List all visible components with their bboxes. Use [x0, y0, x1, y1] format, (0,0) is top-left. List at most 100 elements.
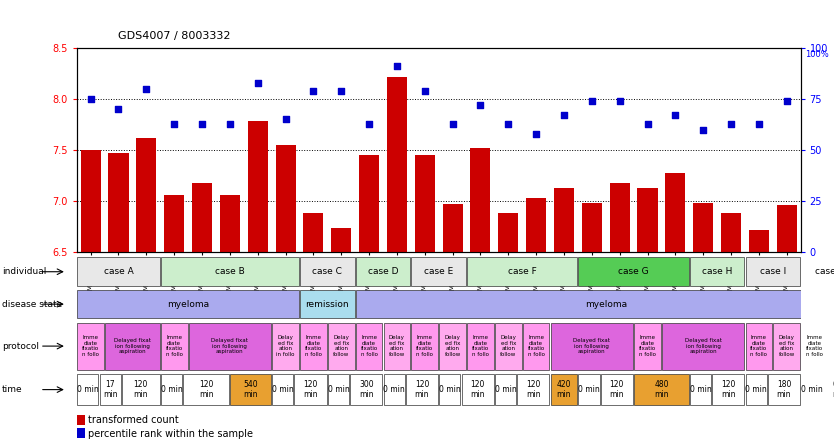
Text: Delayed fixat
ion following
aspiration: Delayed fixat ion following aspiration [212, 338, 249, 354]
Point [585, 98, 599, 105]
Point [501, 120, 515, 127]
Text: GDS4007 / 8003332: GDS4007 / 8003332 [118, 31, 231, 41]
Text: Delay
ed fix
ation
follow: Delay ed fix ation follow [333, 336, 349, 357]
Bar [272, 323, 299, 369]
Bar [350, 374, 383, 405]
Bar [99, 374, 121, 405]
Bar [579, 257, 689, 286]
Bar [801, 323, 828, 369]
Text: 660
min: 660 min [832, 380, 834, 399]
Point [139, 85, 153, 92]
Bar [801, 257, 834, 286]
Bar [550, 374, 577, 405]
Text: Delay
ed fix
ation
follow: Delay ed fix ation follow [779, 336, 795, 357]
Text: 0 min: 0 min [578, 385, 600, 394]
Text: 17
min: 17 min [103, 380, 118, 399]
Text: case D: case D [368, 267, 399, 276]
Point [224, 120, 237, 127]
Text: Imme
diate
fixatio
n follo: Imme diate fixatio n follo [528, 336, 545, 357]
Text: 120
min: 120 min [610, 380, 624, 399]
Point [557, 112, 570, 119]
Point [279, 116, 292, 123]
Point [780, 98, 793, 105]
Bar [440, 323, 466, 369]
Bar [768, 374, 800, 405]
Text: Delay
ed fix
ation
follow: Delay ed fix ation follow [389, 336, 405, 357]
Bar [467, 257, 577, 286]
Bar [443, 204, 463, 252]
Text: myeloma: myeloma [585, 300, 627, 309]
Text: 180
min: 180 min [776, 380, 791, 399]
Text: Imme
diate
fixatio
n follo: Imme diate fixatio n follo [416, 336, 434, 357]
Text: 0 min: 0 min [384, 385, 405, 394]
Bar [749, 230, 769, 252]
Bar [77, 415, 85, 425]
Text: Delay
ed fix
ation
in follo: Delay ed fix ation in follo [276, 336, 294, 357]
Text: 540
min: 540 min [244, 380, 258, 399]
Bar [161, 374, 182, 405]
Bar [550, 323, 633, 369]
Bar [523, 323, 550, 369]
Text: transformed count: transformed count [88, 416, 179, 425]
Bar [470, 148, 490, 252]
Bar [554, 188, 574, 252]
Bar [801, 374, 822, 405]
Bar [498, 214, 518, 252]
Bar [356, 290, 834, 318]
Text: 300
min: 300 min [359, 380, 374, 399]
Point [613, 98, 626, 105]
Text: Delayed fixat
ion following
aspiration: Delayed fixat ion following aspiration [685, 338, 721, 354]
Point [363, 120, 376, 127]
Text: time: time [2, 385, 23, 394]
Bar [746, 257, 800, 286]
Bar [414, 155, 435, 252]
Bar [579, 374, 600, 405]
Text: case B: case B [215, 267, 244, 276]
Bar [495, 374, 516, 405]
Bar [746, 374, 766, 405]
Text: case F: case F [508, 267, 536, 276]
Text: myeloma: myeloma [167, 300, 209, 309]
Bar [411, 323, 438, 369]
Text: protocol: protocol [2, 341, 38, 351]
Bar [773, 323, 800, 369]
Point [530, 130, 543, 137]
Bar [331, 228, 351, 252]
Text: case J: case J [816, 267, 834, 276]
Text: Imme
diate
fixatio
n follo: Imme diate fixatio n follo [751, 336, 767, 357]
Bar [461, 374, 494, 405]
Point [307, 87, 320, 95]
Bar [294, 374, 327, 405]
Text: 480
min: 480 min [654, 380, 669, 399]
Text: 120
min: 120 min [721, 380, 736, 399]
Text: Delayed fixat
ion following
aspiration: Delayed fixat ion following aspiration [114, 338, 151, 354]
Bar [328, 374, 349, 405]
Bar [164, 195, 184, 252]
Bar [161, 323, 188, 369]
Bar [384, 374, 404, 405]
Text: case E: case E [424, 267, 454, 276]
Text: 120
min: 120 min [199, 380, 214, 399]
Bar [183, 374, 229, 405]
Bar [78, 323, 104, 369]
Bar [78, 257, 159, 286]
Text: 0 min: 0 min [746, 385, 767, 394]
Bar [440, 374, 460, 405]
Text: Imme
diate
fixatio
n follo: Imme diate fixatio n follo [166, 336, 183, 357]
Text: Delay
ed fix
ation
follow: Delay ed fix ation follow [445, 336, 460, 357]
Bar [721, 214, 741, 252]
Bar [746, 323, 772, 369]
Bar [230, 374, 271, 405]
Bar [122, 374, 159, 405]
Point [641, 120, 654, 127]
Bar [526, 198, 546, 252]
Point [669, 112, 682, 119]
Point [696, 126, 710, 133]
Bar [495, 323, 521, 369]
Text: 0 min: 0 min [801, 385, 822, 394]
Text: 0 min: 0 min [495, 385, 516, 394]
Bar [600, 374, 633, 405]
Text: 120
min: 120 min [526, 380, 540, 399]
Text: case G: case G [618, 267, 649, 276]
Bar [690, 257, 745, 286]
